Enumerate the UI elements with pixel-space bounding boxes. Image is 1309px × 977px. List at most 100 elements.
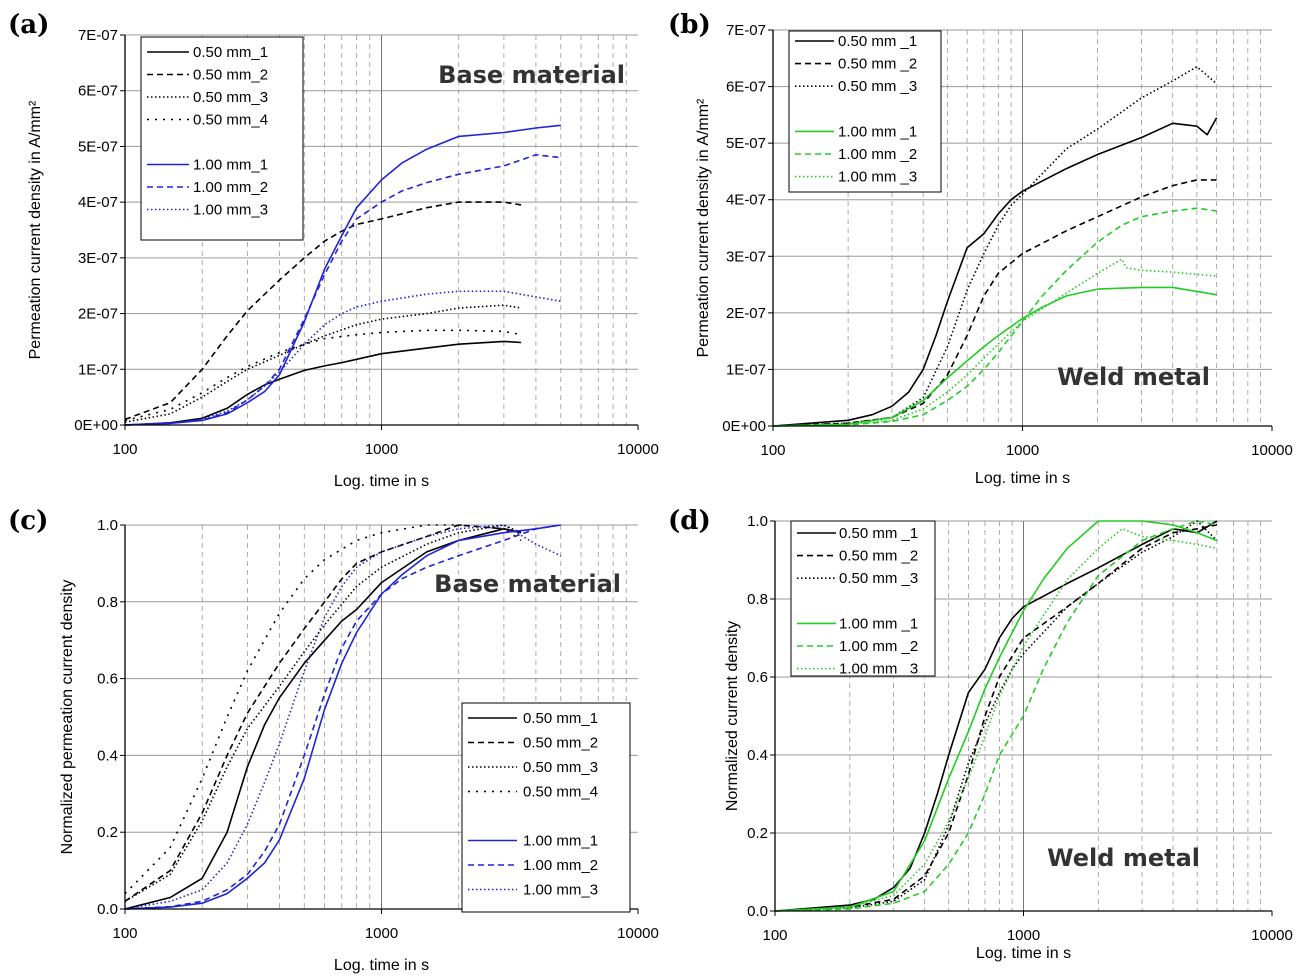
series-group <box>124 524 562 910</box>
y-tick-label: 1.0 <box>747 513 768 530</box>
x-tick-label: 10000 <box>617 925 659 942</box>
legend-entry: 0.50 mm_4 <box>523 784 598 801</box>
y-axis-label: Permeation current density in A/mm² <box>27 100 44 359</box>
series-line-5 <box>124 524 561 910</box>
y-tick-label: 3E-07 <box>78 250 118 267</box>
y-tick-label: 0E+00 <box>74 417 118 434</box>
legend-box <box>790 520 936 677</box>
series-line-5 <box>772 207 1217 427</box>
series-line-2 <box>124 524 522 902</box>
series-line-2 <box>772 179 1217 427</box>
legend-entry: 0.50 mm _3 <box>839 570 918 587</box>
y-tick-label: 0.4 <box>747 747 768 764</box>
x-tick-label: 100 <box>112 441 137 458</box>
y-tick-label: 1E-07 <box>726 361 766 378</box>
x-tick-label: 1000 <box>365 441 398 458</box>
annotation-label: Base material <box>434 570 621 598</box>
y-tick-label: 0.0 <box>97 901 118 918</box>
x-axis-label: Log. time in s <box>334 957 429 974</box>
legend: 0.50 mm _1 0.50 mm _2 0.50 mm _3 1.00 mm _1… <box>790 520 936 678</box>
legend-entry: 1.00 mm _1 <box>838 123 917 140</box>
x-tick-label: 100 <box>762 927 787 944</box>
series-line-6 <box>772 258 1217 427</box>
y-tick-label: 0.0 <box>747 903 768 920</box>
annotation-label: Weld metal <box>1057 363 1210 391</box>
series-line-3 <box>124 524 522 902</box>
series-line-3 <box>124 304 522 423</box>
y-tick-label: 3E-07 <box>726 248 766 265</box>
panel-label: (c) <box>8 506 48 536</box>
y-axis-label: Normalized permeation current density <box>59 580 76 855</box>
y-axis-label: Normalized current density <box>724 621 741 811</box>
panel-label: (a) <box>8 10 49 40</box>
legend-entry: 0.50 mm _1 <box>838 33 917 50</box>
y-tick-label: 7E-07 <box>78 27 118 44</box>
series-line-7 <box>124 290 561 426</box>
series-line-4 <box>772 286 1217 427</box>
legend: 0.50 mm _1 0.50 mm _2 0.50 mm _3 1.00 mm _1… <box>788 30 942 193</box>
y-tick-label: 5E-07 <box>78 138 118 155</box>
legend-entry: 1.00 mm_1 <box>523 833 598 850</box>
series-line-3 <box>772 66 1218 427</box>
y-tick-label: 4E-07 <box>78 194 118 211</box>
y-tick-label: 6E-07 <box>726 79 766 96</box>
series-line-6 <box>774 527 1218 912</box>
series-line-6 <box>124 524 561 910</box>
series-line-7 <box>124 524 562 910</box>
x-tick-label: 100 <box>112 925 137 942</box>
legend-entry: 1.00 mm_2 <box>193 179 268 196</box>
x-tick-label: 1000 <box>1007 927 1040 944</box>
x-tick-labels: 100 1000 10000 <box>760 426 1293 459</box>
y-axis-label: Permeation current density in A/mm² <box>695 98 712 357</box>
y-tick-labels: 0E+00 1E-07 2E-07 3E-07 4E-07 5E-07 6E-07 7E-07 <box>722 22 773 435</box>
legend-entry: 0.50 mm_2 <box>193 67 268 84</box>
series-line-1 <box>772 117 1218 427</box>
y-tick-label: 1.0 <box>97 517 118 534</box>
y-tick-label: 0.8 <box>747 591 768 608</box>
y-tick-label: 0.6 <box>97 671 118 688</box>
legend-entry: 1.00 mm _1 <box>839 615 918 632</box>
y-tick-label: 0E+00 <box>722 418 766 435</box>
x-tick-label: 1000 <box>365 925 398 942</box>
y-tick-label: 2E-07 <box>78 306 118 323</box>
series-line-1 <box>124 340 522 426</box>
y-tick-label: 0.8 <box>97 594 118 611</box>
series-line-1 <box>774 520 1218 912</box>
y-tick-label: 7E-07 <box>726 22 766 39</box>
y-tick-label: 4E-07 <box>726 192 766 209</box>
series-line-5 <box>774 520 1218 912</box>
chart-panel-a: 0E+00 1E-07 2E-07 3E-07 4E-07 5E-07 6E-07 7E-07… <box>8 10 659 490</box>
series-line-1 <box>124 527 522 910</box>
legend-entry: 0.50 mm _3 <box>838 78 917 95</box>
legend-entry: 0.50 mm_3 <box>193 89 268 106</box>
legend-entry: 1.00 mm_1 <box>193 157 268 174</box>
y-tick-label: 0.2 <box>747 825 768 842</box>
series-line-6 <box>124 154 561 426</box>
series-line-4 <box>774 520 1218 912</box>
x-tick-label: 1000 <box>1006 442 1039 459</box>
x-tick-label: 10000 <box>1251 442 1293 459</box>
series-group <box>772 66 1218 427</box>
legend-entry: 1.00 mm_2 <box>523 857 598 874</box>
series-line-3 <box>774 520 1218 912</box>
series-line-2 <box>124 201 522 421</box>
chart-panel-b: 0E+00 1E-07 2E-07 3E-07 4E-07 5E-07 6E-07 7E-07… <box>668 10 1293 487</box>
annotation-label: Weld metal <box>1047 844 1200 872</box>
y-tick-label: 0.6 <box>747 669 768 686</box>
x-tick-label: 10000 <box>617 441 659 458</box>
y-tick-label: 5E-07 <box>726 135 766 152</box>
legend-entry: 1.00 mm _3 <box>839 661 918 678</box>
legend-entry: 1.00 mm_3 <box>193 202 268 219</box>
x-tick-labels: 100 1000 10000 <box>762 911 1293 944</box>
legend-box <box>788 30 942 193</box>
legend-entry: 1.00 mm _2 <box>839 638 918 655</box>
x-tick-labels: 100 1000 10000 <box>112 909 659 942</box>
y-tick-label: 0.2 <box>97 824 118 841</box>
legend-box <box>461 702 631 913</box>
legend-entry: 0.50 mm_1 <box>523 710 598 727</box>
x-axis-label: Log. time in s <box>975 470 1070 487</box>
legend: 0.50 mm_1 0.50 mm_2 0.50 mm_3 0.50 mm_4 1.00… <box>461 702 631 913</box>
x-tick-label: 100 <box>760 442 785 459</box>
legend-entry: 0.50 mm_2 <box>523 735 598 752</box>
